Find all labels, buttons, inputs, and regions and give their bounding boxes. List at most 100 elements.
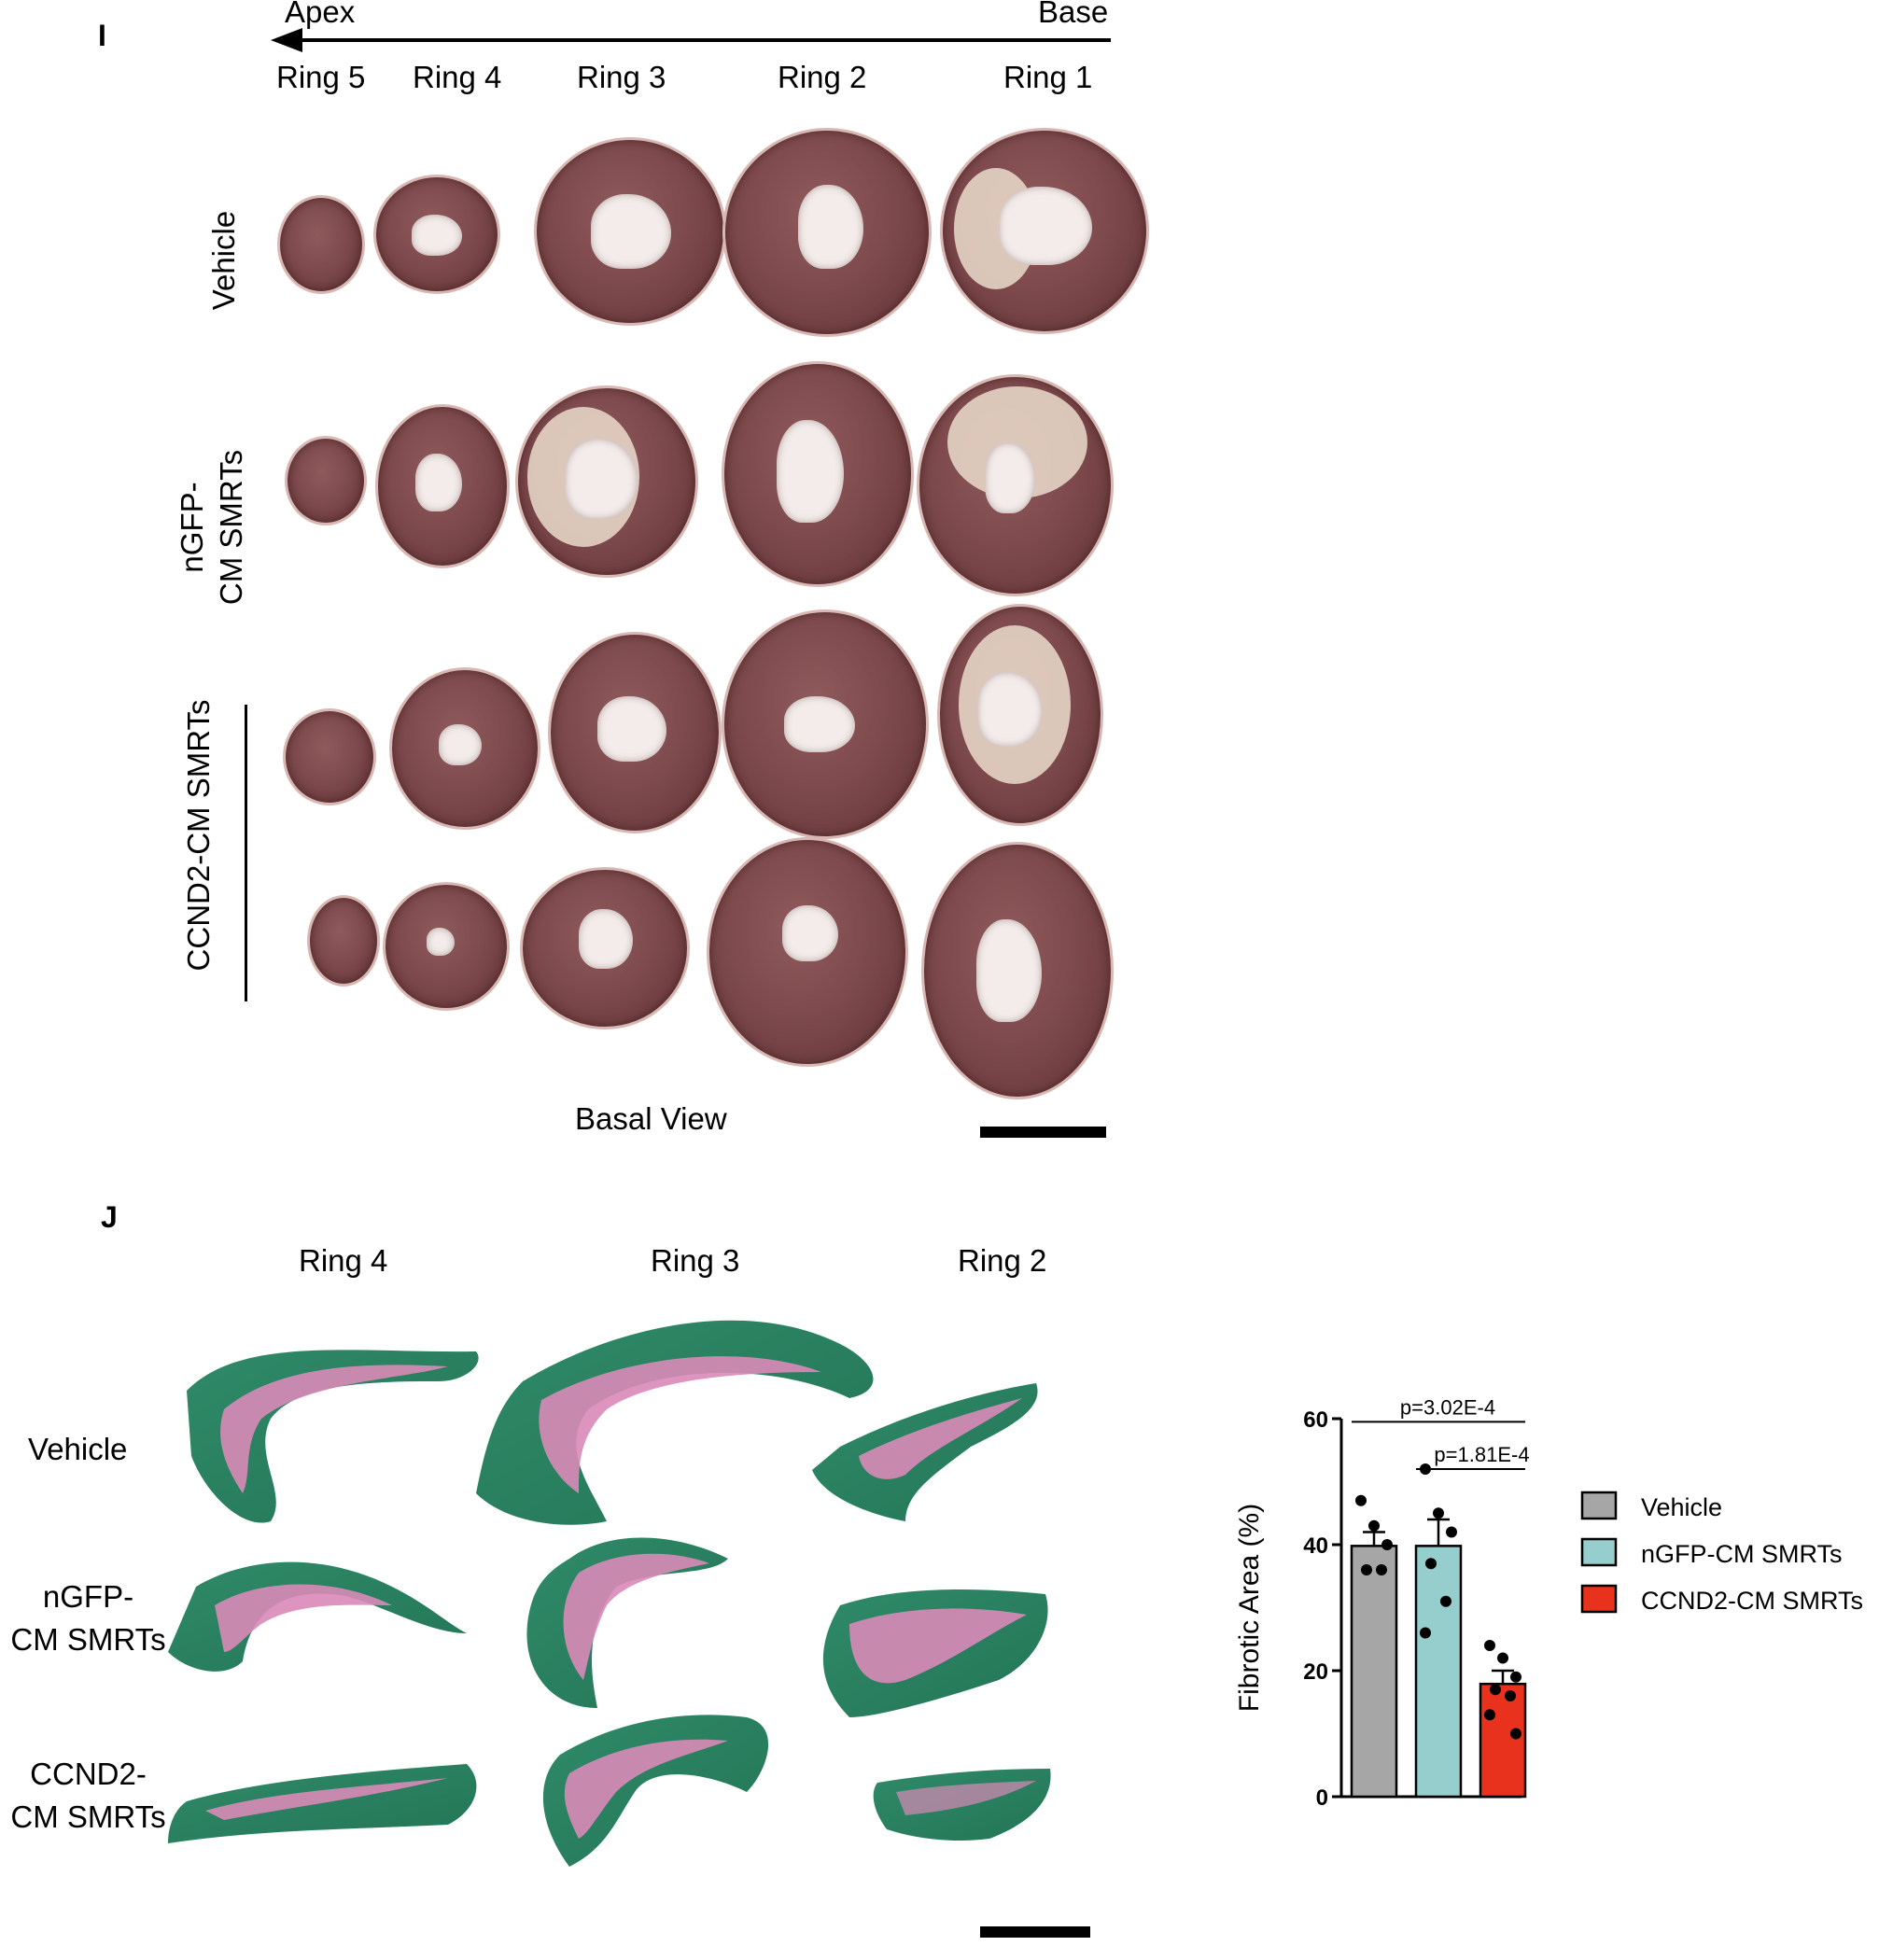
y-tick-label: 60 xyxy=(1303,1407,1328,1433)
ring-lumen xyxy=(439,724,482,765)
ring-lumen xyxy=(579,909,633,969)
ring-lumen xyxy=(427,928,455,956)
ring-lumen xyxy=(412,215,462,256)
data-point xyxy=(1361,1564,1372,1575)
data-point xyxy=(1484,1709,1495,1721)
apex-label: Apex xyxy=(285,0,356,29)
data-point xyxy=(1440,1595,1451,1607)
heart-ring-photo xyxy=(518,388,695,575)
data-point xyxy=(1505,1690,1516,1701)
heart-ring-photo xyxy=(551,635,719,831)
basal-view-label: Basal View xyxy=(575,1101,727,1136)
chart-legend: Vehicle nGFP-CM SMRTs CCND2-CM SMRTs xyxy=(1580,1491,1863,1615)
ring-label: Ring 2 xyxy=(958,1243,1047,1278)
heart-ring-photo xyxy=(537,140,723,323)
ccnd2-bracket-line xyxy=(245,705,247,1001)
heart-ring-photo xyxy=(709,840,905,1064)
fibrotic-area-chart: 0 20 40 60 Fibrotic Area (%) p=3.02E-4 p=1.81… xyxy=(1234,1395,1863,1811)
chart-annotations: p=3.02E-4 p=1.81E-4 xyxy=(1352,1395,1530,1470)
ring-lumen xyxy=(782,905,838,961)
ring-label: Ring 5 xyxy=(276,60,366,94)
bar-vehicle xyxy=(1350,1545,1398,1799)
bar-ngfp-cm-smrts xyxy=(1414,1545,1463,1799)
data-point xyxy=(1497,1652,1508,1664)
scale-bar-j xyxy=(980,1926,1090,1938)
ring-label: Ring 3 xyxy=(651,1243,740,1278)
y-tick-label: 0 xyxy=(1316,1785,1328,1811)
heart-ring-photo xyxy=(919,377,1111,594)
legend-swatch xyxy=(1580,1584,1618,1614)
chart-bars xyxy=(1350,1518,1527,1799)
row-label-ngfp-line1: nGFP- xyxy=(42,1579,134,1614)
row-label-vehicle: Vehicle xyxy=(28,1432,128,1466)
heart-ring-photo xyxy=(376,177,498,291)
data-point xyxy=(1425,1558,1437,1570)
y-axis-label: Fibrotic Area (%) xyxy=(1234,1504,1265,1712)
row-label-ccnd2: CCND2-CM SMRTs xyxy=(181,699,216,972)
ring-label: Ring 4 xyxy=(299,1243,388,1278)
row-label-ngfp-line2: CM SMRTs xyxy=(214,449,248,606)
histology-section xyxy=(187,1350,479,1523)
ring-lumen xyxy=(977,672,1043,747)
heart-ring-photo xyxy=(924,845,1111,1097)
panel-letter-j: J xyxy=(101,1200,118,1234)
bar-ccnd2-cm-smrts xyxy=(1479,1682,1527,1799)
data-point xyxy=(1376,1564,1387,1575)
data-point xyxy=(1490,1684,1501,1696)
row-label-ccnd2-line1: CCND2- xyxy=(30,1757,147,1791)
significance-label: p=1.81E-4 xyxy=(1434,1443,1529,1466)
histology-sections xyxy=(168,1320,1051,1867)
data-point xyxy=(1368,1519,1380,1532)
row-label-ngfp-line2: CM SMRTs xyxy=(10,1622,166,1657)
legend-swatch xyxy=(1580,1537,1618,1567)
apex-base-arrow xyxy=(271,28,1111,52)
histology-section xyxy=(822,1589,1048,1717)
heart-ring-photo xyxy=(724,612,926,836)
histology-section xyxy=(168,1764,477,1843)
ring-lumen xyxy=(784,696,855,752)
histology-section xyxy=(542,1715,769,1867)
row-label-ccnd2: CCND2- CM SMRTs xyxy=(2,1753,175,1839)
scale-bar-i xyxy=(980,1127,1106,1138)
ring-lumen xyxy=(777,420,844,523)
heart-ring-photo xyxy=(523,870,687,1027)
y-tick-label: 40 xyxy=(1303,1533,1328,1559)
row-label-ngfp: nGFP- CM SMRTs xyxy=(2,1575,175,1661)
ring-lumen xyxy=(565,439,638,519)
histology-section xyxy=(812,1383,1038,1521)
ring-lumen xyxy=(597,696,666,762)
ring-lumen xyxy=(999,187,1092,265)
data-point xyxy=(1433,1507,1444,1519)
row-label-ngfp-line1: nGFP- xyxy=(175,482,209,573)
significance-label: p=3.02E-4 xyxy=(1400,1395,1495,1419)
chart-axes: 0 20 40 60 Fibrotic Area (%) xyxy=(1234,1407,1521,1811)
heart-ring-photo xyxy=(286,711,373,803)
heart-ring-photo xyxy=(386,885,507,1008)
histology-section xyxy=(168,1561,467,1672)
ring-lumen xyxy=(985,442,1035,513)
data-point xyxy=(1381,1539,1393,1550)
heart-ring-photo xyxy=(287,439,364,523)
data-point xyxy=(1355,1494,1367,1506)
ring-label: Ring 3 xyxy=(577,60,666,94)
ring-lumen xyxy=(798,185,863,269)
heart-ring-photo xyxy=(724,364,911,584)
heart-ring-photo xyxy=(280,198,362,291)
data-point xyxy=(1420,1627,1431,1639)
ring-label: Ring 2 xyxy=(778,60,867,94)
ring-lumen xyxy=(591,194,671,269)
row-label-vehicle: Vehicle xyxy=(206,210,241,311)
data-point xyxy=(1446,1526,1457,1538)
heart-ring-photo xyxy=(392,670,538,827)
histology-section xyxy=(873,1769,1051,1841)
heart-ring-photo xyxy=(943,131,1146,331)
heart-ring-photo xyxy=(725,131,929,334)
legend-label: Vehicle xyxy=(1641,1493,1722,1521)
data-point xyxy=(1510,1728,1521,1740)
row-label-ngfp: nGFP- CM SMRTs xyxy=(173,434,257,621)
legend-swatch xyxy=(1580,1491,1618,1520)
base-label: Base xyxy=(1038,0,1109,29)
heart-ring-photo xyxy=(310,898,377,984)
ring-lumen xyxy=(976,919,1042,1022)
ring-label: Ring 4 xyxy=(413,60,502,94)
